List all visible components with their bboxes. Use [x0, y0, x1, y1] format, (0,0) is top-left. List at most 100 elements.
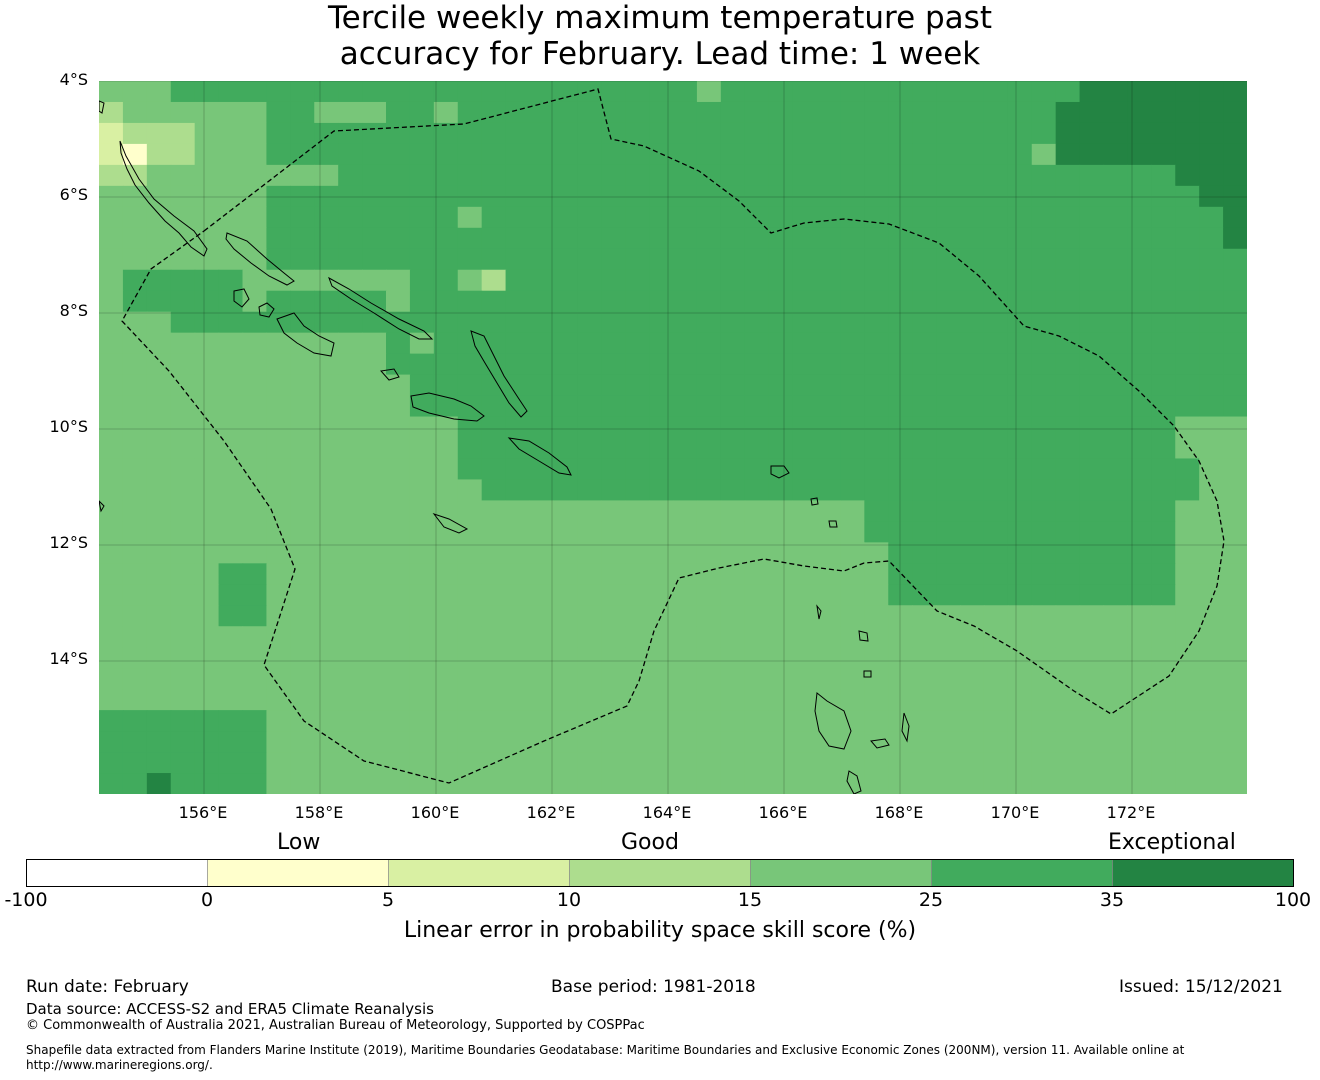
grid-cell — [840, 521, 865, 543]
grid-cell — [362, 332, 387, 355]
grid-cell — [146, 752, 172, 774]
grid-cell — [649, 563, 674, 585]
grid-cell — [146, 668, 172, 690]
grid-cell — [1103, 81, 1129, 103]
grid-cell — [577, 773, 602, 794]
grid-cell — [505, 227, 531, 250]
grid-cell — [1223, 164, 1247, 187]
grid-cell — [1055, 353, 1081, 376]
grid-cell — [888, 647, 913, 669]
grid-cell — [146, 773, 172, 794]
grid-cell — [744, 752, 770, 774]
island-pentecost — [901, 712, 910, 743]
grid-cell — [218, 668, 244, 690]
grid-cell — [1151, 206, 1176, 229]
grid-cell — [983, 521, 1009, 543]
grid-cell — [888, 479, 913, 502]
grid-cell — [577, 227, 602, 250]
colorbar — [26, 859, 1294, 887]
grid-cell — [649, 500, 674, 522]
grid-cell — [170, 248, 196, 271]
grid-cell — [936, 563, 961, 585]
colorbar-segment — [26, 859, 208, 887]
grid-cell — [936, 542, 961, 564]
grid-cell — [1175, 689, 1200, 711]
grid-cell — [505, 542, 531, 564]
grid-cell — [409, 164, 435, 187]
grid-cell — [1199, 605, 1224, 627]
grid-cell — [912, 668, 937, 690]
grid-cell — [744, 479, 770, 502]
grid-cell — [1031, 584, 1057, 606]
grid-cell — [457, 647, 483, 669]
grid-cell — [553, 374, 578, 397]
grid-cell — [625, 647, 650, 669]
grid-cell — [888, 626, 913, 648]
grid-cell — [338, 605, 363, 627]
grid-cell — [673, 626, 698, 648]
grid-cell — [625, 668, 650, 690]
grid-cell — [696, 647, 722, 669]
grid-cell — [1127, 605, 1152, 627]
grid-cell — [1031, 626, 1057, 648]
grid-cell — [505, 164, 531, 187]
grid-cell — [816, 731, 842, 753]
grid-cell — [170, 353, 196, 376]
grid-cell — [242, 773, 268, 794]
grid-cell — [649, 353, 674, 376]
grid-cell — [720, 248, 746, 271]
grid-cell — [122, 773, 148, 794]
grid-cell — [457, 248, 483, 271]
lon-label-158e: 158°E — [294, 803, 344, 822]
grid-cell — [1055, 206, 1081, 229]
grid-cell — [1199, 332, 1224, 355]
grid-cell — [840, 479, 865, 502]
grid-cell — [1007, 353, 1033, 376]
grid-cell — [1175, 500, 1200, 522]
grid-cell — [816, 81, 842, 103]
grid-cell — [218, 563, 244, 585]
grid-cell — [338, 101, 363, 124]
grid-cell — [649, 248, 674, 271]
grid-cell — [99, 458, 124, 481]
grid-cell — [1103, 311, 1129, 334]
grid-cell — [720, 269, 746, 292]
grid-cell — [242, 689, 268, 711]
grid-cell — [1031, 122, 1057, 145]
grid-cell — [840, 416, 865, 439]
grid-cell — [1055, 248, 1081, 271]
grid-cell — [888, 773, 913, 794]
grid-cell — [146, 353, 172, 376]
grid-cell — [1103, 500, 1129, 522]
grid-cell — [1199, 668, 1224, 690]
grid-cell — [457, 563, 483, 585]
grid-cell — [99, 605, 124, 627]
grid-cell — [792, 395, 818, 418]
grid-cell — [840, 164, 865, 187]
grid-cell — [936, 479, 961, 502]
grid-cell — [194, 521, 220, 543]
grid-cell — [266, 710, 291, 732]
grid-cell — [194, 101, 220, 124]
grid-cell — [1007, 710, 1033, 732]
grid-cell — [673, 542, 698, 564]
grid-cell — [601, 290, 626, 313]
grid-cell — [314, 458, 339, 481]
grid-cell — [314, 185, 339, 208]
grid-cell — [194, 584, 220, 606]
grid-cell — [1055, 773, 1081, 794]
grid-cell — [888, 668, 913, 690]
grid-cell — [936, 185, 961, 208]
grid-cell — [553, 626, 578, 648]
grid-cell — [1151, 269, 1176, 292]
grid-cell — [99, 416, 124, 439]
grid-cell — [983, 479, 1009, 502]
grid-cell — [936, 164, 961, 187]
grid-cell — [864, 311, 889, 334]
grid-cell — [1151, 563, 1176, 585]
grid-cell — [386, 395, 411, 418]
grid-cell — [1031, 773, 1057, 794]
grid-cell — [242, 395, 268, 418]
island-torres — [816, 604, 822, 620]
grid-cell — [888, 752, 913, 774]
